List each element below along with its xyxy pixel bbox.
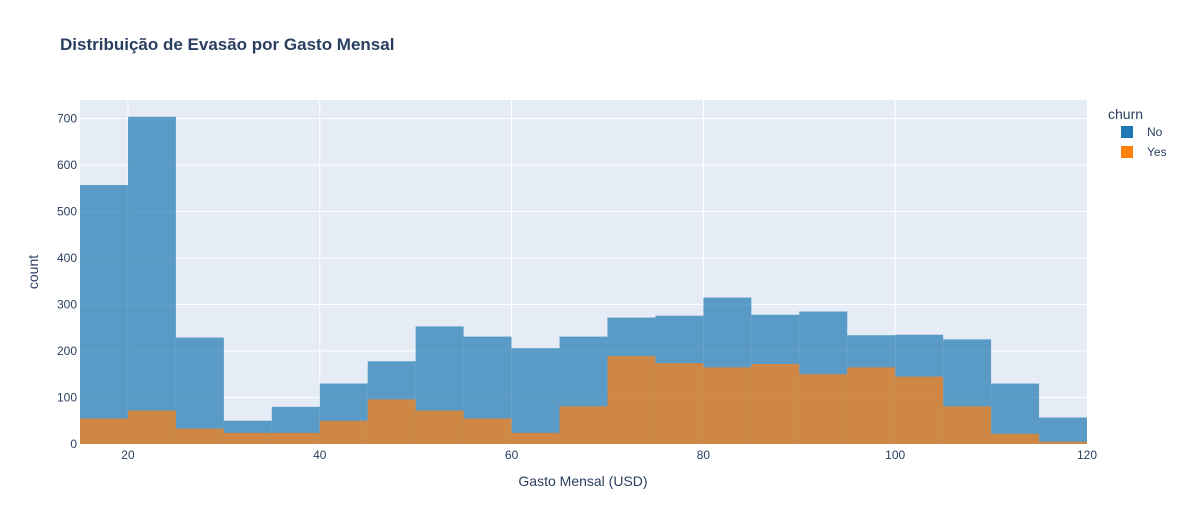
bar-no	[511, 348, 560, 444]
chart-title: Distribuição de Evasão por Gasto Mensal	[60, 35, 394, 54]
bar-yes	[175, 428, 224, 444]
bars	[80, 116, 1087, 445]
x-tick-label: 120	[1077, 448, 1097, 462]
bar-yes	[319, 420, 368, 444]
bar-yes	[895, 376, 944, 444]
x-tick-label: 20	[121, 448, 135, 462]
y-tick-label: 400	[57, 251, 77, 265]
y-tick-label: 300	[57, 298, 77, 312]
x-axis-label: Gasto Mensal (USD)	[518, 473, 647, 489]
bar-yes	[367, 399, 416, 444]
bar-yes	[511, 432, 560, 444]
bar-yes	[127, 410, 176, 444]
bar-no	[175, 337, 224, 444]
bar-no	[80, 185, 128, 445]
bar-yes	[559, 406, 608, 444]
legend-label-yes[interactable]: Yes	[1147, 145, 1167, 159]
bar-yes	[607, 356, 656, 444]
y-tick-label: 700	[57, 112, 77, 126]
y-tick-label: 100	[57, 391, 77, 405]
bar-no	[127, 116, 176, 444]
bar-yes	[80, 418, 128, 444]
legend: churn No Yes	[1108, 106, 1167, 159]
bar-yes	[847, 367, 896, 444]
x-tick-label: 80	[697, 448, 711, 462]
y-tick-label: 500	[57, 205, 77, 219]
legend-title: churn	[1108, 106, 1143, 122]
legend-swatch-yes[interactable]	[1121, 146, 1133, 158]
y-axis-ticks: 0 100 200 300 400 500 600 700	[57, 112, 77, 451]
legend-label-no[interactable]: No	[1147, 125, 1163, 139]
x-tick-label: 60	[505, 448, 519, 462]
bar-yes	[415, 410, 464, 444]
bar-yes	[223, 432, 272, 444]
bar-yes	[271, 432, 320, 444]
x-axis-ticks: 20 40 60 80 100 120	[121, 448, 1097, 462]
y-axis-label: count	[25, 255, 41, 289]
x-tick-label: 40	[313, 448, 327, 462]
y-tick-label: 0	[70, 437, 77, 451]
bar-yes	[463, 418, 512, 444]
bar-no	[1039, 417, 1087, 444]
bar-yes	[703, 367, 752, 444]
bar-yes	[751, 364, 800, 444]
y-tick-label: 600	[57, 158, 77, 172]
bar-yes	[655, 363, 704, 444]
legend-swatch-no[interactable]	[1121, 126, 1133, 138]
bar-yes	[991, 433, 1040, 444]
x-tick-label: 100	[885, 448, 905, 462]
y-tick-label: 200	[57, 344, 77, 358]
bar-yes	[943, 406, 992, 444]
bar-yes	[799, 374, 848, 444]
bar-yes	[1039, 441, 1087, 444]
